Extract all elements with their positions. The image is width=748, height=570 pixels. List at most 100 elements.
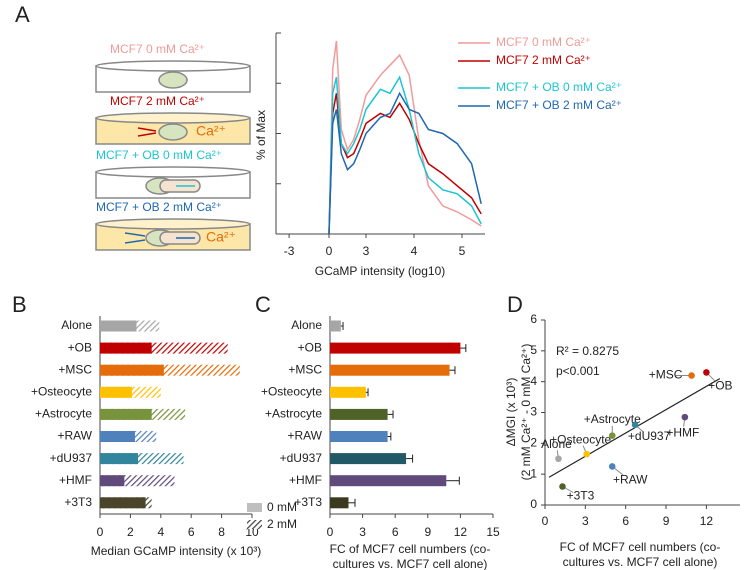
bar-0mm <box>100 431 135 442</box>
point-label: +HMF <box>666 425 699 439</box>
x-axis-label: FC of MCF7 cell numbers (co- <box>330 542 491 556</box>
bar <box>330 342 461 354</box>
x-tick-label: 3 <box>359 525 366 539</box>
point <box>608 432 616 439</box>
error-bar <box>387 410 394 419</box>
legend-label: MCF7 + OB 0 mM Ca²⁺ <box>496 80 622 94</box>
bar-0mm <box>100 453 138 465</box>
category-label: +MSC <box>288 362 322 376</box>
x-axis-label: Median GCaMP intensity (x 10³) <box>91 544 262 558</box>
bar <box>330 497 349 509</box>
point <box>631 421 639 429</box>
point-label: +3T3 <box>567 489 595 503</box>
category-label: +HMF <box>59 473 92 487</box>
x-tick-label: 0 <box>97 525 104 539</box>
arrow <box>124 232 195 244</box>
error-bar <box>348 498 356 507</box>
x-tick-label: 0 <box>327 525 334 539</box>
error-bar <box>340 322 344 330</box>
point <box>681 413 689 421</box>
cell <box>158 71 188 89</box>
category-label: +OB <box>298 340 322 354</box>
y-tick-label: 4 <box>530 374 537 388</box>
bar <box>330 431 388 442</box>
bar-2mm <box>100 475 175 487</box>
dish-rim <box>95 218 251 230</box>
y-tick-label: 6 <box>530 312 537 326</box>
category-label: +dU937 <box>50 451 93 465</box>
diagram-label: MCF7 + OB 2 mM Ca²⁺ <box>96 200 222 214</box>
dish-rim <box>95 112 251 124</box>
point <box>608 463 616 470</box>
legend-label: 2 mM <box>267 517 297 531</box>
x-axis-label: FC of MCF7 cell numbers (co- <box>560 540 721 554</box>
legend-label: MCF7 2 mM Ca²⁺ <box>496 53 591 67</box>
panel-letter: C <box>255 292 271 317</box>
point-label: +MSC <box>649 368 683 382</box>
category-label: Alone <box>291 318 322 332</box>
x-axis-label: GCaMP intensity (log10) <box>315 264 446 278</box>
bar-0mm <box>100 386 132 398</box>
point <box>583 450 590 458</box>
x-tick-label: 6 <box>188 525 195 539</box>
point <box>703 369 710 376</box>
panel-letter: B <box>12 292 27 317</box>
category-label: +Astrocyte <box>35 407 92 421</box>
arrow <box>137 127 157 137</box>
x-axis-label: cultures vs. MCF7 cell alone) <box>563 555 718 569</box>
x-tick-label: 8 <box>218 525 225 539</box>
point-label: +Osteocyte <box>550 432 611 446</box>
error-bar <box>449 366 456 375</box>
annotation: R² = 0.8275 <box>556 344 619 358</box>
x-tick-label: 12 <box>454 525 468 539</box>
y-axis-label: (2 mM Ca²⁺ - 0 mM Ca²⁺) <box>519 344 533 481</box>
error-bar <box>460 344 467 353</box>
legend-label: MCF7 0 mM Ca²⁺ <box>496 35 591 49</box>
error-bar <box>365 388 369 397</box>
diagram-label: MCF7 + OB 0 mM Ca²⁺ <box>96 148 222 162</box>
point <box>688 372 695 379</box>
panel-letter: A <box>15 2 30 27</box>
x-tick-label: 9 <box>424 525 431 539</box>
x-tick-label: 12 <box>700 514 714 528</box>
y-tick-label: 0 <box>530 497 537 511</box>
category-label: +3T3 <box>64 495 92 509</box>
histogram-line <box>328 75 482 235</box>
diagram-label: MCF7 2 mM Ca²⁺ <box>110 94 205 108</box>
category-label: +dU937 <box>280 451 323 465</box>
bar-2mm <box>100 342 228 354</box>
point <box>555 455 562 463</box>
legend-label: MCF7 + OB 2 mM Ca²⁺ <box>496 98 622 112</box>
bar <box>330 386 366 398</box>
point-label: Alone <box>541 437 572 451</box>
x-tick-label: 0 <box>542 514 549 528</box>
category-label: +MSC <box>58 362 92 376</box>
legend-swatch <box>247 503 262 512</box>
x-tick-label: 9 <box>663 514 670 528</box>
point-label: +OB <box>708 379 732 393</box>
x-tick-label: 3 <box>582 514 589 528</box>
ca-label: Ca²⁺ <box>196 123 226 139</box>
x-axis-label: cultures vs. MCF7 cell alone) <box>333 557 488 570</box>
x-tick-label: 4 <box>157 525 164 539</box>
legend-swatch <box>247 520 262 529</box>
bar-2mm <box>100 453 184 465</box>
point-label: +Astrocyte <box>584 412 641 426</box>
error-bar <box>446 476 460 485</box>
dish-rim <box>95 60 251 72</box>
category-label: +RAW <box>287 429 322 443</box>
histogram-line <box>328 40 482 235</box>
x-tick-label: 0 <box>326 244 333 258</box>
y-tick-label: 5 <box>530 343 537 357</box>
bar <box>330 475 447 487</box>
dish-diagrams <box>95 60 251 251</box>
x-tick-label: 6 <box>622 514 629 528</box>
x-tick-label: 6 <box>392 525 399 539</box>
x-tick-label: 4 <box>411 244 418 258</box>
bar-0mm <box>100 497 146 509</box>
bar-0mm <box>100 475 125 487</box>
bar <box>330 408 388 420</box>
dish-rim <box>95 166 251 178</box>
bar-0mm <box>100 342 152 354</box>
x-tick-label: 15 <box>486 525 500 539</box>
